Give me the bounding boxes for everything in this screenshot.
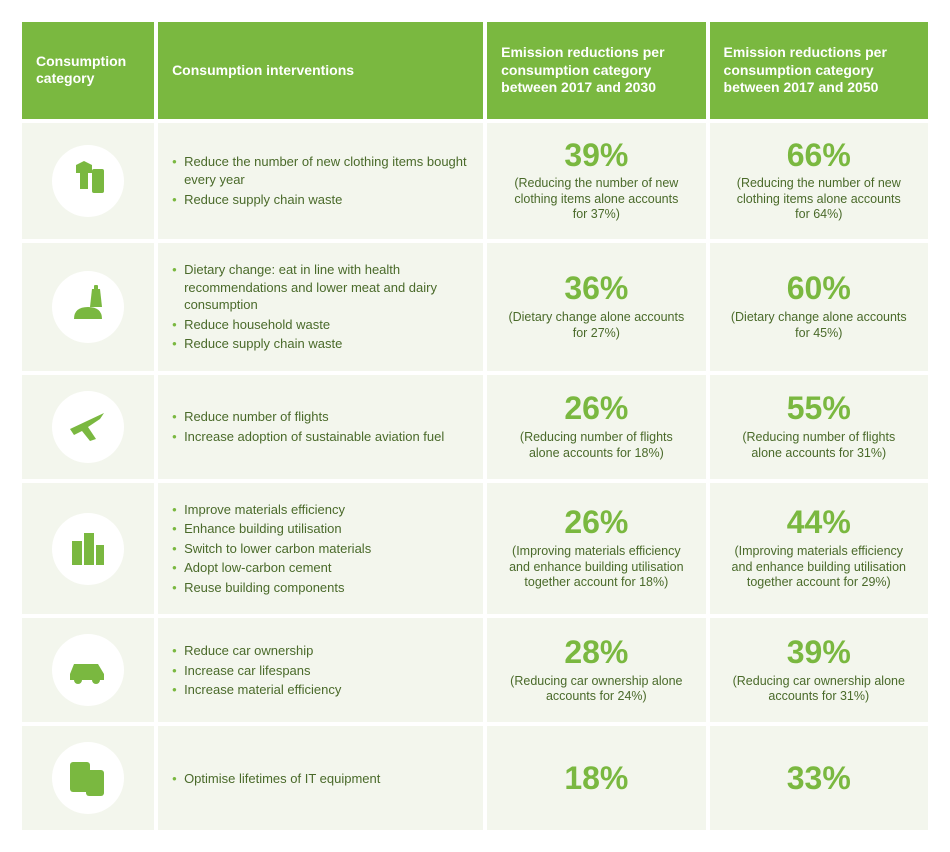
intervention-item: Increase car lifespans bbox=[172, 662, 469, 680]
pct2030-note: (Reducing number of flights alone accoun… bbox=[501, 430, 691, 461]
interventions-list: Reduce car ownership Increase car lifespa… bbox=[172, 642, 469, 699]
pct2030-value: 39% bbox=[501, 139, 691, 173]
pct2030-cell: 39%(Reducing the number of new clothing … bbox=[487, 123, 705, 239]
pct2030-note: (Reducing car ownership alone accounts f… bbox=[501, 674, 691, 705]
intervention-item: Improve materials efficiency bbox=[172, 501, 469, 519]
pct2030-note: (Dietary change alone accounts for 27%) bbox=[501, 310, 691, 341]
pct2050-value: 55% bbox=[724, 392, 914, 426]
intervention-item: Reduce car ownership bbox=[172, 642, 469, 660]
pct2030-value: 26% bbox=[501, 506, 691, 540]
pct2050-cell: 44% (Improving materials efficiency and e… bbox=[710, 483, 928, 615]
intervention-item: Reuse building components bbox=[172, 579, 469, 597]
intervention-item: Dietary change: eat in line with health … bbox=[172, 261, 469, 314]
clothing-icon bbox=[52, 145, 124, 217]
intervention-item: Adopt low-carbon cement bbox=[172, 559, 469, 577]
category-icon-cell bbox=[22, 243, 154, 371]
interventions-list: Optimise lifetimes of IT equipment bbox=[172, 770, 469, 788]
table-row: Dietary change: eat in line with health … bbox=[22, 243, 928, 371]
table-row: Reduce number of flights Increase adoptio… bbox=[22, 375, 928, 479]
pct2030-note: (Improving materials efficiency and enha… bbox=[501, 544, 691, 591]
intervention-item: Switch to lower carbon materials bbox=[172, 540, 469, 558]
pct2050-value: 60% bbox=[724, 272, 914, 306]
pct2050-cell: 33% bbox=[710, 726, 928, 830]
table-row: Reduce the number of new clothing items … bbox=[22, 123, 928, 239]
pct2050-cell: 39% (Reducing car ownership alone account… bbox=[710, 618, 928, 722]
category-icon-cell bbox=[22, 726, 154, 830]
category-icon-cell bbox=[22, 375, 154, 479]
pct2030-value: 36% bbox=[501, 272, 691, 306]
car-icon bbox=[52, 634, 124, 706]
intervention-item: Increase material efficiency bbox=[172, 681, 469, 699]
pct2050-note: (Dietary change alone accounts for 45%) bbox=[724, 310, 914, 341]
pct2030-cell: 28% (Reducing car ownership alone account… bbox=[487, 618, 705, 722]
food-icon bbox=[52, 271, 124, 343]
interventions-list: Dietary change: eat in line with health … bbox=[172, 261, 469, 353]
header-interventions: Consumption interventions bbox=[158, 22, 483, 119]
interventions-cell: Reduce number of flights Increase adoptio… bbox=[158, 375, 483, 479]
buildings-icon bbox=[52, 513, 124, 585]
interventions-cell: Optimise lifetimes of IT equipment bbox=[158, 726, 483, 830]
flight-icon bbox=[52, 391, 124, 463]
pct2050-cell: 55% (Reducing number of flights alone acc… bbox=[710, 375, 928, 479]
header-category: Consumption category bbox=[22, 22, 154, 119]
intervention-item: Increase adoption of sustainable aviatio… bbox=[172, 428, 469, 446]
table-row: Reduce car ownership Increase car lifespa… bbox=[22, 618, 928, 722]
intervention-item: Enhance building utilisation bbox=[172, 520, 469, 538]
pct2030-cell: 26% (Reducing number of flights alone acc… bbox=[487, 375, 705, 479]
header-pct-2030: Emission reductions per consumption cate… bbox=[487, 22, 705, 119]
pct2050-note: (Reducing the number of new clothing ite… bbox=[724, 176, 914, 223]
interventions-cell: Dietary change: eat in line with health … bbox=[158, 243, 483, 371]
interventions-list: Improve materials efficiencyEnhance buil… bbox=[172, 501, 469, 597]
pct2030-cell: 36% (Dietary change alone accounts for 27… bbox=[487, 243, 705, 371]
pct2030-value: 28% bbox=[501, 636, 691, 670]
interventions-list: Reduce number of flights Increase adoptio… bbox=[172, 408, 469, 445]
pct2030-value: 18% bbox=[501, 762, 691, 796]
header-pct-2050: Emission reductions per consumption cate… bbox=[710, 22, 928, 119]
category-icon-cell bbox=[22, 618, 154, 722]
pct2030-value: 26% bbox=[501, 392, 691, 426]
pct2050-note: (Reducing car ownership alone accounts f… bbox=[724, 674, 914, 705]
pct2050-cell: 60% (Dietary change alone accounts for 45… bbox=[710, 243, 928, 371]
category-icon-cell bbox=[22, 123, 154, 239]
intervention-item: Reduce number of flights bbox=[172, 408, 469, 426]
devices-icon bbox=[52, 742, 124, 814]
intervention-item: Reduce household waste bbox=[172, 316, 469, 334]
intervention-item: Reduce supply chain waste bbox=[172, 335, 469, 353]
pct2050-value: 44% bbox=[724, 506, 914, 540]
pct2030-cell: 18% bbox=[487, 726, 705, 830]
intervention-item: Reduce the number of new clothing items … bbox=[172, 153, 469, 188]
intervention-item: Reduce supply chain waste bbox=[172, 191, 469, 209]
pct2050-value: 66% bbox=[724, 139, 914, 173]
intervention-item: Optimise lifetimes of IT equipment bbox=[172, 770, 469, 788]
interventions-cell: Improve materials efficiencyEnhance buil… bbox=[158, 483, 483, 615]
pct2050-note: (Improving materials efficiency and enha… bbox=[724, 544, 914, 591]
pct2050-cell: 66%(Reducing the number of new clothing … bbox=[710, 123, 928, 239]
pct2050-note: (Reducing number of flights alone accoun… bbox=[724, 430, 914, 461]
interventions-list: Reduce the number of new clothing items … bbox=[172, 153, 469, 208]
pct2030-cell: 26% (Improving materials efficiency and e… bbox=[487, 483, 705, 615]
interventions-cell: Reduce car ownership Increase car lifespa… bbox=[158, 618, 483, 722]
interventions-cell: Reduce the number of new clothing items … bbox=[158, 123, 483, 239]
pct2050-value: 39% bbox=[724, 636, 914, 670]
table-row: Improve materials efficiencyEnhance buil… bbox=[22, 483, 928, 615]
emissions-table: Consumption category Consumption interve… bbox=[18, 18, 932, 834]
pct2030-note: (Reducing the number of new clothing ite… bbox=[501, 176, 691, 223]
category-icon-cell bbox=[22, 483, 154, 615]
pct2050-value: 33% bbox=[724, 762, 914, 796]
table-row: Optimise lifetimes of IT equipment 18% 33% bbox=[22, 726, 928, 830]
header-row: Consumption category Consumption interve… bbox=[22, 22, 928, 119]
